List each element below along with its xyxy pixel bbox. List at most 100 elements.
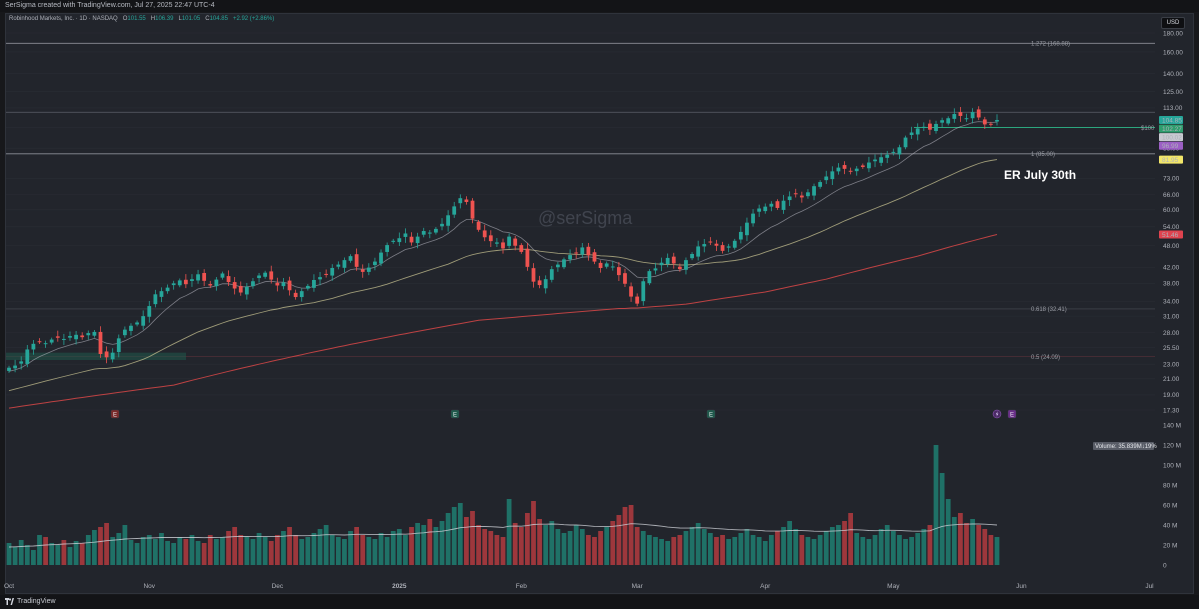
volume-bar — [494, 535, 500, 565]
candle-body — [354, 254, 359, 267]
volume-bar — [226, 531, 231, 565]
volume-bar — [116, 533, 122, 565]
volume-bar — [67, 547, 73, 565]
volume-bar — [720, 535, 725, 565]
volume-bar — [665, 541, 671, 565]
volume-bar — [165, 541, 170, 565]
volume-bar — [951, 517, 957, 565]
volume-bar — [287, 527, 292, 565]
candle-body — [574, 252, 579, 254]
candle-body — [867, 162, 871, 169]
candle-body — [525, 248, 530, 267]
candle-body — [470, 200, 475, 219]
volume-bar — [378, 533, 384, 565]
volume-bar — [823, 531, 829, 565]
volume-bar — [159, 533, 164, 565]
volume-bar — [506, 499, 512, 565]
change-value: +2.92 (+2.86%) — [232, 16, 275, 22]
volume-bar — [183, 539, 189, 565]
candle-body — [616, 267, 621, 276]
symbol-name: Robinhood Markets, Inc. · 1D · NASDAQ — [9, 16, 118, 22]
price-label-bg — [1159, 133, 1183, 142]
candle-body — [165, 287, 170, 292]
candle-body — [13, 365, 17, 369]
volume-bar — [866, 539, 872, 565]
candle-body — [629, 286, 633, 297]
candle-body — [732, 240, 737, 248]
volume-bar — [622, 507, 628, 565]
candle-body — [190, 279, 194, 282]
price-label-bg — [1159, 141, 1183, 150]
volume-bar — [128, 540, 134, 565]
candle-body — [397, 238, 402, 243]
volume-tick-label: 120 M — [1163, 442, 1181, 449]
candle-body — [318, 277, 322, 280]
volume-bar — [860, 537, 866, 565]
volume-bar — [311, 533, 317, 565]
high-value: 106.39 — [155, 16, 174, 22]
volume-bar — [854, 533, 860, 565]
candle-body — [98, 331, 103, 354]
volume-bar — [421, 525, 427, 565]
candle-body — [482, 230, 487, 238]
volume-bar — [714, 537, 719, 565]
candle-body — [330, 268, 335, 276]
candle-body — [86, 333, 91, 336]
candle-body — [714, 243, 719, 246]
volume-bar — [335, 537, 341, 565]
candle-body — [928, 123, 932, 130]
volume-bar — [256, 533, 262, 565]
candle-body — [220, 273, 225, 278]
volume-bar — [646, 535, 652, 565]
candle-body — [946, 118, 951, 124]
candle-body — [806, 192, 810, 197]
price-tick-label: 25.50 — [1163, 345, 1180, 352]
volume-bar — [140, 537, 146, 565]
candle-body — [989, 123, 993, 125]
candle-body — [684, 260, 688, 270]
sma-slow-line — [8, 234, 998, 409]
time-tick-label: Feb — [516, 583, 528, 590]
candle-body — [434, 228, 438, 233]
candle-body — [708, 241, 713, 243]
currency-selector[interactable]: USD — [1161, 17, 1185, 29]
volume-axis[interactable]: 140 M 120 M 100 M 80 M 60 M 40 M 20 M 0 Volume: … — [1093, 422, 1181, 569]
price-axis[interactable]: 180.00160.00140.00125.00113.00100.0088.0… — [1163, 30, 1183, 414]
volume-bar — [573, 525, 579, 565]
volume-bar — [342, 539, 347, 565]
candle-body — [891, 151, 896, 153]
volume-bar — [927, 525, 933, 565]
volume-bar — [31, 550, 36, 565]
moving-averages — [8, 121, 998, 409]
candle-body — [970, 111, 975, 119]
volume-bar — [890, 531, 896, 565]
candle-body — [257, 275, 261, 279]
price-tick-label: 180.00 — [1163, 30, 1183, 37]
volume-bar — [354, 527, 360, 565]
candle-body — [348, 256, 353, 261]
candle-body — [74, 334, 78, 340]
volume-bar — [457, 503, 463, 565]
volume-bar — [250, 539, 256, 565]
volume-bar — [73, 541, 79, 565]
candle-body — [299, 291, 304, 298]
attribution-bar: SerSigma created with TradingView.com, J… — [0, 0, 1199, 12]
candle-body — [501, 242, 505, 249]
volume-bar — [799, 535, 805, 565]
candle-body — [129, 325, 133, 331]
volume-bar — [24, 545, 30, 565]
candle-body — [415, 236, 420, 244]
candle-body — [135, 322, 139, 325]
volume-bar — [616, 515, 622, 565]
volume-bar — [415, 523, 420, 565]
volume-bar — [982, 529, 988, 565]
candle-body — [43, 343, 48, 345]
candle-body — [208, 284, 213, 286]
volume-bar — [238, 535, 244, 565]
candle-body — [446, 215, 451, 226]
time-axis[interactable]: OctNovDec2025FebMarAprMayJunJulAugSep — [4, 583, 1199, 590]
price-tick-label: 60.00 — [1163, 207, 1180, 214]
candle-body — [513, 238, 518, 246]
